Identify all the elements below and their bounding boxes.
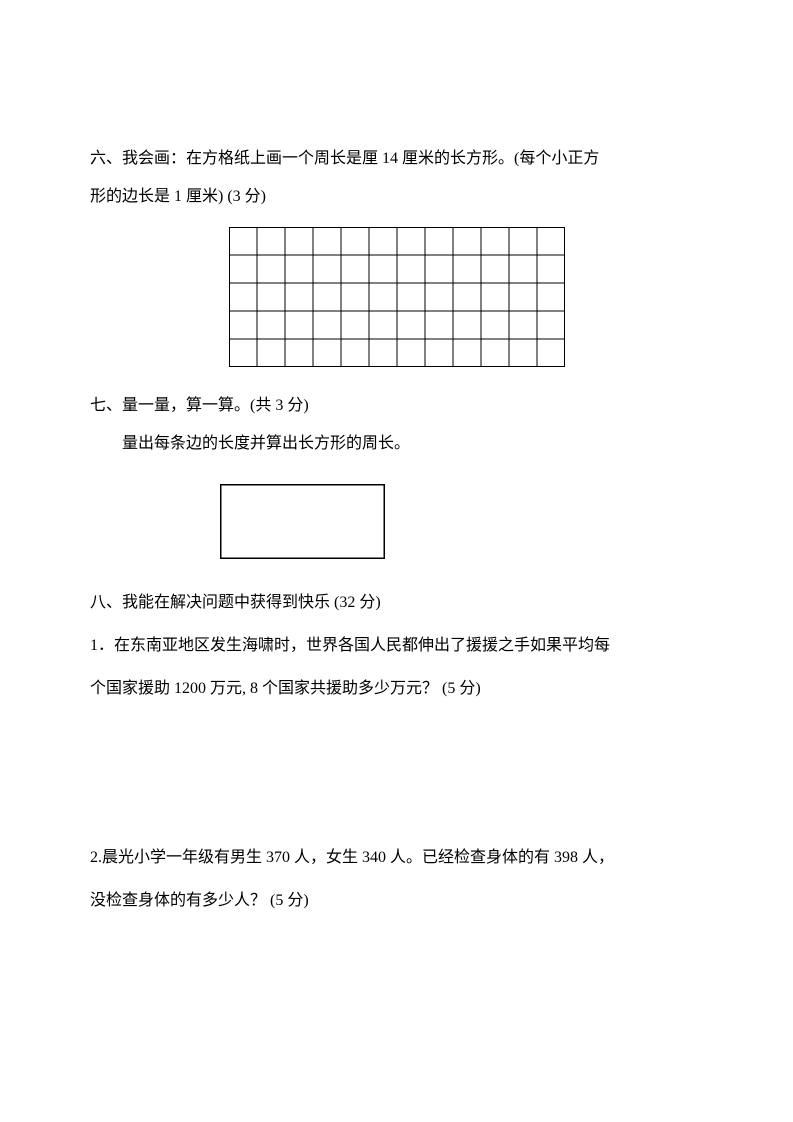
question-6: 六、我会画：在方格纸上画一个周长是厘 14 厘米的长方形。(每个小正方 形的边长… (90, 140, 703, 367)
rectangle-shape (220, 484, 385, 559)
answer-space-1 (90, 709, 703, 834)
q6-line1: 六、我会画：在方格纸上画一个周长是厘 14 厘米的长方形。(每个小正方 (90, 140, 703, 178)
q7-line1: 七、量一量，算一算。(共 3 分) (90, 387, 703, 425)
q8-sub2-line1: 2.晨光小学一年级有男生 370 人，女生 340 人。已经检查身体的有 398… (90, 839, 703, 877)
q8-sub2-line2: 没检查身体的有多少人？ (5 分) (90, 882, 703, 920)
question-8: 八、我能在解决问题中获得到快乐 (32 分) 1．在东南亚地区发生海啸时，世界各… (90, 584, 703, 921)
q8-sub1-line2: 个国家援助 1200 万元, 8 个国家共援助多少万元？ (5 分) (90, 670, 703, 708)
q6-line2: 形的边长是 1 厘米) (3 分) (90, 178, 703, 216)
q8-sub1-line1: 1．在东南亚地区发生海啸时，世界各国人民都伸出了援援之手如果平均每 (90, 627, 703, 665)
question-7: 七、量一量，算一算。(共 3 分) 量出每条边的长度并算出长方形的周长。 (90, 387, 703, 559)
q8-heading: 八、我能在解决问题中获得到快乐 (32 分) (90, 584, 703, 622)
q6-grid-container (90, 227, 703, 367)
q7-rect-container (220, 484, 703, 559)
grid-paper (229, 227, 565, 367)
q7-line2: 量出每条边的长度并算出长方形的周长。 (90, 425, 703, 463)
